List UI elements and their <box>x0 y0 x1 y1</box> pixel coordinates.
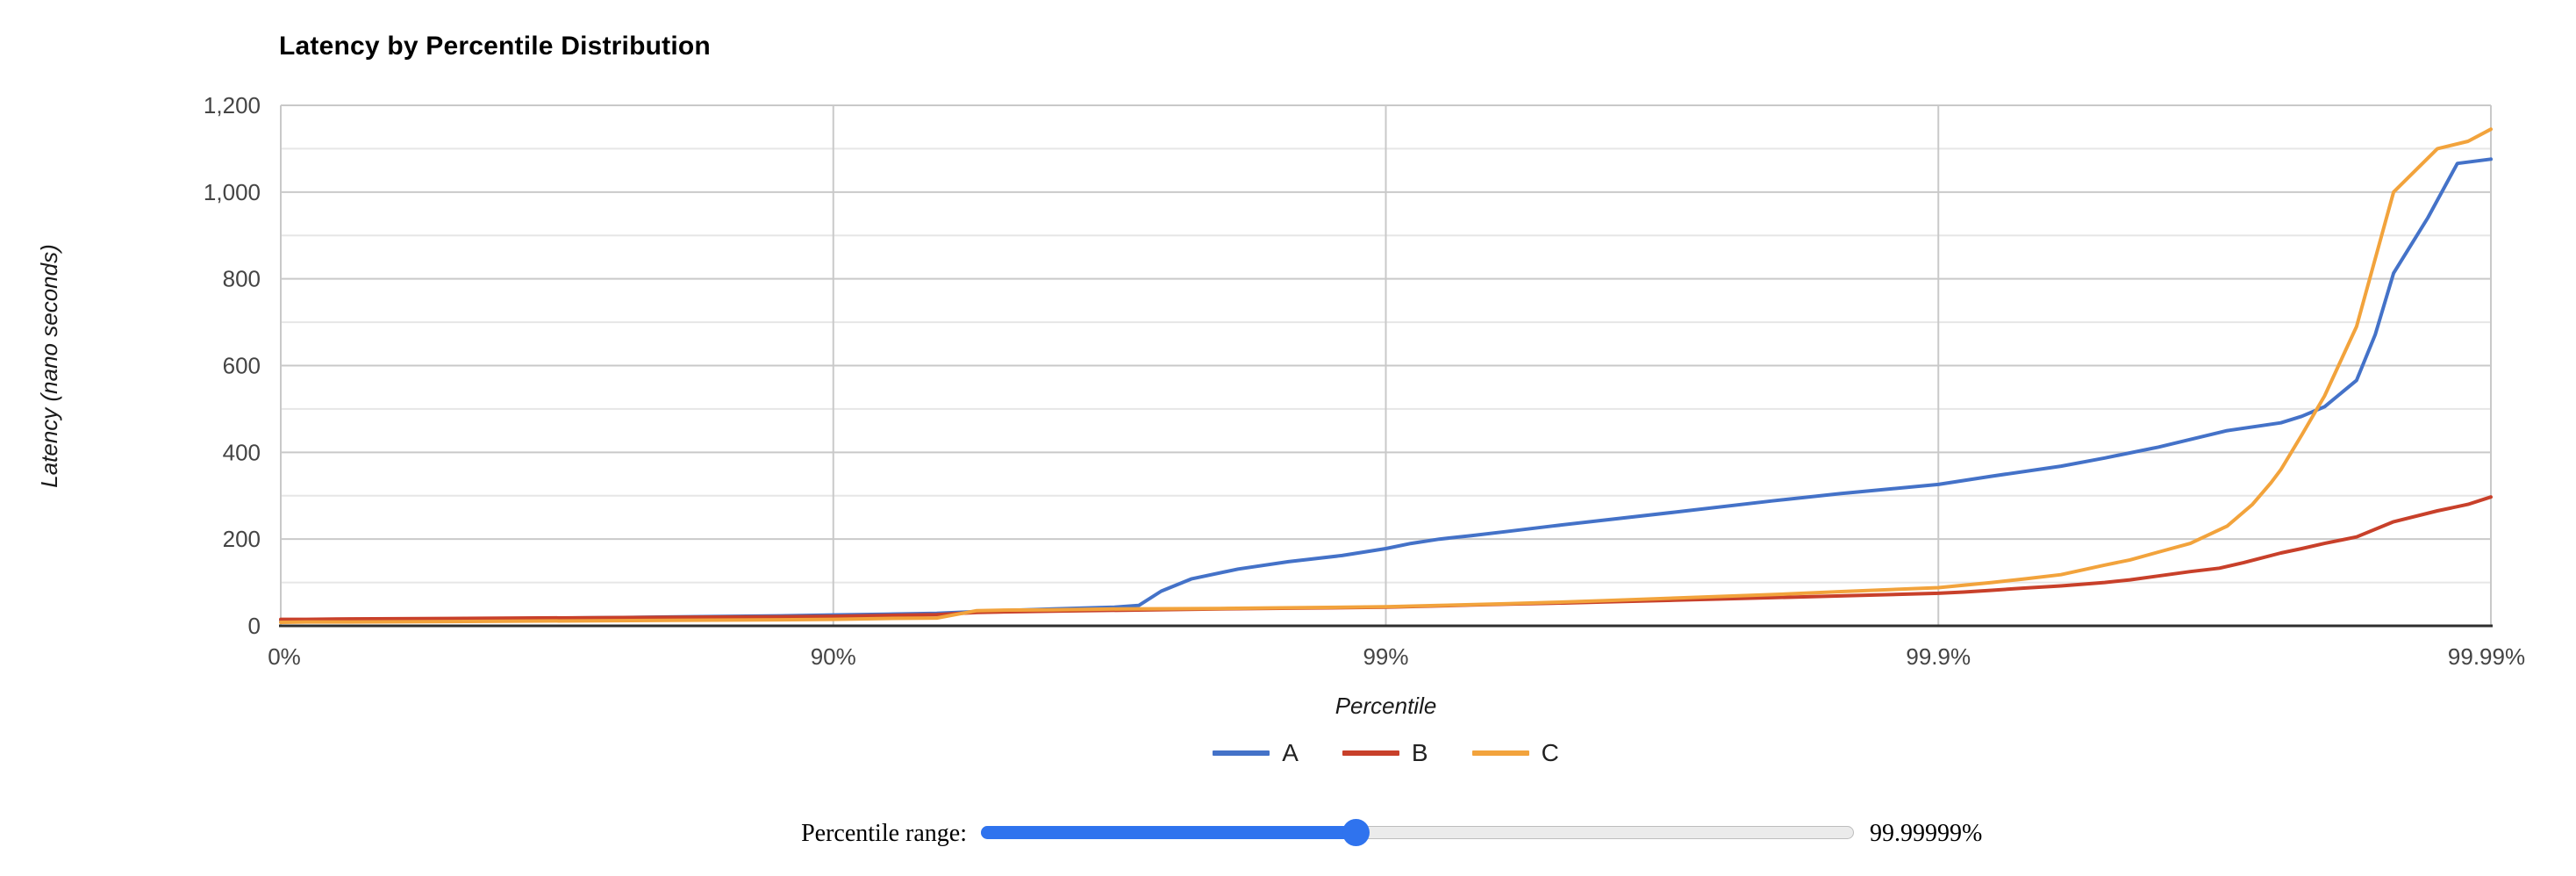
slider-value: 99.99999% <box>1870 820 1983 847</box>
series-a-swatch <box>1213 750 1270 756</box>
y-tick-label: 1,000 <box>204 179 261 205</box>
series-c-swatch <box>1471 750 1529 756</box>
x-tick-label: 0% <box>268 643 301 670</box>
y-axis-title: Latency (nano seconds) <box>36 244 62 488</box>
x-tick-label: 99.9% <box>1906 643 1971 670</box>
series-a-label: A <box>1282 739 1299 766</box>
legend-item-c: C <box>1471 739 1559 767</box>
y-tick-label: 200 <box>223 526 261 552</box>
slider-label: Percentile range: <box>801 820 967 847</box>
series-b-label: B <box>1411 739 1428 766</box>
legend-item-b: B <box>1342 739 1428 767</box>
y-tick-label: 600 <box>223 353 261 379</box>
legend-item-a: A <box>1213 739 1299 767</box>
slider-track[interactable] <box>981 819 1854 846</box>
x-tick-label: 90% <box>811 643 856 670</box>
series-c-label: C <box>1541 739 1559 766</box>
chart-legend: A B C <box>281 739 2491 767</box>
y-tick-label: 1,200 <box>204 92 261 118</box>
y-tick-label: 0 <box>248 613 261 639</box>
series-line-c[interactable] <box>279 127 2493 624</box>
y-tick-label: 400 <box>223 439 261 465</box>
x-axis-title: Percentile <box>1335 693 1437 719</box>
latency-percentile-chart[interactable]: 0 200 400 600 800 1,000 1,200 0% 90% 99% 99.9% 99.9… <box>0 0 2576 729</box>
x-tick-label: 99% <box>1363 643 1408 670</box>
series-line-b[interactable] <box>279 495 2493 621</box>
x-tick-label: 99.99% <box>2448 643 2525 670</box>
slider-thumb[interactable] <box>1342 819 1370 846</box>
y-tick-label: 800 <box>223 266 261 292</box>
slider-fill <box>981 826 1356 839</box>
series-b-swatch <box>1342 750 1399 756</box>
chart-title: Latency by Percentile Distribution <box>279 32 711 61</box>
